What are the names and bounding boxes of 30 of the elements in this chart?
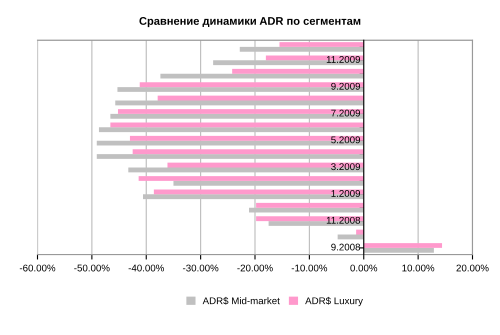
y-tick-label: 11.2008 [326, 216, 360, 224]
legend-label: ADR$ Luxury [305, 296, 363, 306]
x-tick-label: -60.00% [20, 264, 56, 272]
x-tick-label: -40.00% [128, 264, 164, 272]
y-tick-label: 5.2009 [331, 136, 360, 144]
bar [279, 42, 364, 47]
bar [364, 243, 442, 248]
y-tick-label: 3.2009 [331, 163, 360, 170]
bar [110, 122, 364, 128]
bar [356, 230, 364, 234]
bar [138, 176, 364, 181]
x-tick-label: 0.00% [350, 264, 378, 272]
x-tick-label: -50.00% [74, 264, 110, 272]
x-tick-label: -30.00% [182, 264, 218, 272]
bar [132, 149, 364, 154]
chart-title: Сравнение динамики ADR по сегментам [139, 17, 360, 28]
y-tick-label: 9.2008 [331, 244, 360, 251]
bar [256, 202, 364, 208]
y-tick-label: 9.2009 [331, 82, 360, 90]
bar [158, 96, 364, 100]
legend-label: ADR$ Mid-market [202, 296, 280, 305]
x-tick-label: -20.00% [237, 264, 273, 272]
y-tick-label: 7.2009 [331, 110, 360, 117]
x-tick-label: -10.00% [292, 264, 328, 272]
bar [338, 234, 364, 240]
bar [232, 68, 364, 74]
x-tick-label: 20.00% [456, 264, 489, 272]
y-tick-label: 1.2009 [331, 190, 360, 197]
x-tick-label: 10.00% [402, 264, 434, 272]
y-tick-label: 11.2009 [326, 56, 360, 63]
